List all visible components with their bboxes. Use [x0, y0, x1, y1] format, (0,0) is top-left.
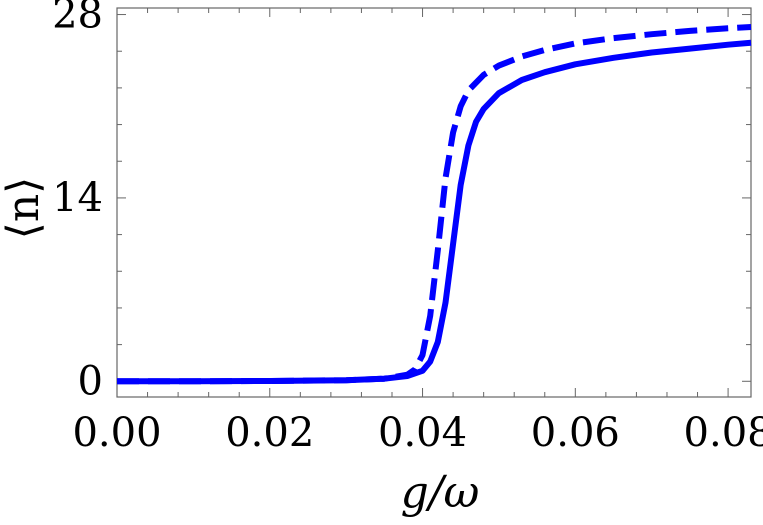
y-tick-label: 0 — [78, 358, 103, 404]
tick-marks — [116, 8, 751, 397]
x-tick-label: 0.04 — [378, 410, 467, 456]
x-tick-label: 0.00 — [72, 410, 161, 456]
x-tick-label: 0.02 — [225, 410, 314, 456]
tick-labels: 0.00 0.02 0.04 0.06 0.08 0 14 28 — [52, 0, 763, 456]
y-tick-label: 14 — [52, 175, 103, 221]
plot-frame-rect — [116, 7, 752, 398]
x-axis-label: g/ω — [401, 467, 480, 518]
plot-frame — [116, 7, 752, 398]
y-tick-label: 28 — [52, 0, 103, 38]
x-tick-label: 0.06 — [531, 410, 620, 456]
y-axis-label: ⟨n⟩ — [0, 177, 49, 240]
dashed-series-line — [117, 24, 752, 385]
solid-series-line — [117, 39, 752, 385]
x-tick-label: 0.08 — [684, 410, 763, 456]
series-lines — [117, 24, 752, 385]
